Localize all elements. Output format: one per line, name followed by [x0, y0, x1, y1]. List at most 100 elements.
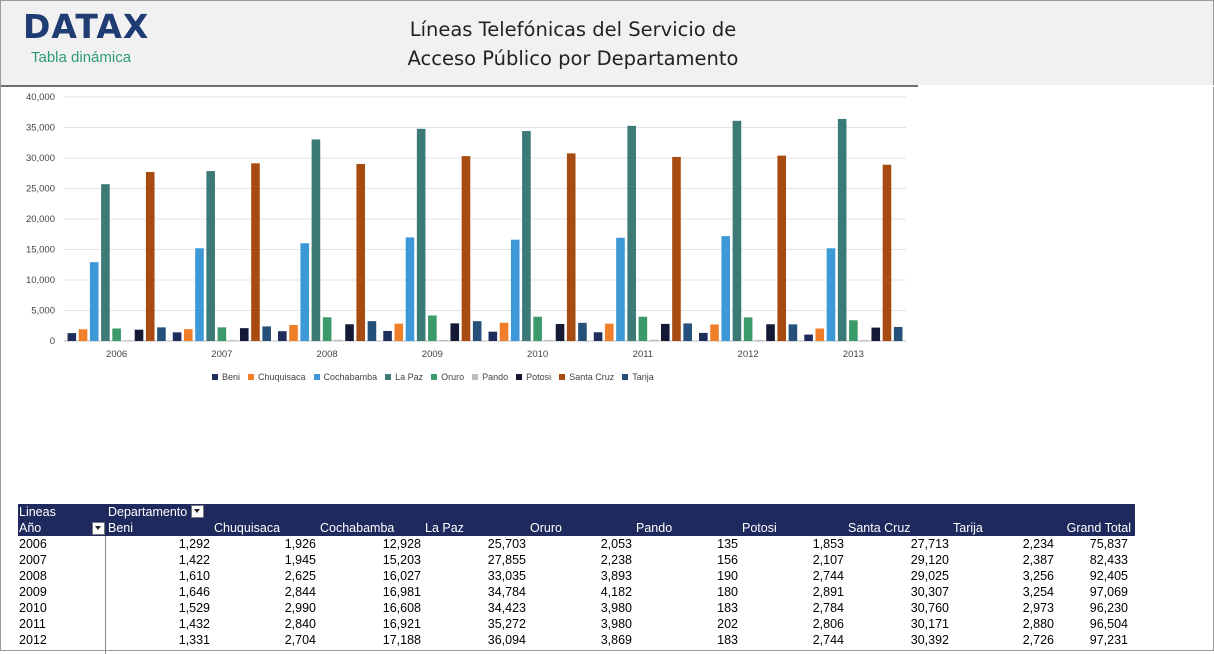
bar-oruro-2007 [217, 327, 227, 341]
pivot-cell: 34,423 [487, 601, 526, 615]
pivot-row: 2011 1,432 2,840 16,921 35,272 3,980 202 2,806 3… [18, 616, 1135, 632]
bar-tarija-2011 [683, 323, 692, 341]
bar-beni-2010 [488, 331, 498, 341]
pivot-cell: 16,027 [382, 569, 421, 583]
pivot-cell: 2,107 [812, 553, 844, 567]
pivot-row-field-label: Año [19, 521, 42, 535]
chart-legend: Beni Chuquisaca Cochabamba La Paz Oruro Pando… [212, 370, 654, 384]
pivot-cell: 16,981 [382, 585, 421, 599]
pivot-cell: 156 [717, 553, 738, 567]
pivot-cell: 16,608 [382, 601, 421, 615]
bar-oruro-2009 [428, 315, 437, 341]
pivot-column-field-label: Departamento [108, 505, 188, 519]
pivot-cell: 1,945 [284, 553, 316, 567]
pivot-column-header: Pando [636, 521, 673, 535]
page-title: Líneas Telefónicas del Servicio de Acces… [331, 15, 815, 73]
y-tick-label: 35,000 [26, 123, 55, 134]
bar-tarija-2007 [262, 326, 271, 341]
pivot-header-row-2: Año Beni Chuquisaca Cochabamba La Paz Oruro P… [18, 520, 1135, 536]
bar-santa-cruz-2010 [566, 153, 576, 341]
bar-chart: 0 5,000 10,000 15,000 20,000 25,000 30,000 35,0… [26, 92, 906, 360]
legend-item: Potosi [516, 372, 551, 382]
page-title-line-1: Líneas Telefónicas del Servicio de [409, 18, 737, 41]
pivot-cell: 2,053 [600, 537, 632, 551]
bar-la-paz-2008 [311, 139, 321, 341]
bar-santa-cruz-2012 [777, 155, 787, 341]
column-filter-dropdown-icon[interactable] [191, 505, 205, 519]
pivot-row: 2006 1,292 1,926 12,928 25,703 2,053 135 1,853 2… [18, 536, 1135, 552]
bar-la-paz-2009 [416, 128, 426, 341]
pivot-cell: 2,784 [812, 601, 844, 615]
header-bar: DATAX Tabla dinámica Líneas Telefónicas … [1, 1, 1213, 87]
legend-swatch [248, 374, 255, 380]
y-tick-label: 20,000 [26, 214, 55, 225]
legend-item: Santa Cruz [559, 372, 614, 382]
legend-item: Oruro [431, 372, 464, 382]
year-column-divider [105, 536, 106, 654]
pivot-corner-label: Lineas [19, 505, 56, 519]
y-tick-label: 10,000 [26, 275, 55, 286]
bar-cochabamba-2009 [405, 237, 415, 341]
pivot-cell: 2,625 [284, 569, 316, 583]
legend-swatch [472, 374, 479, 380]
bar-la-paz-2007 [206, 171, 215, 341]
y-tick-label: 25,000 [26, 184, 55, 195]
pivot-cell: 97,069 [1089, 585, 1128, 599]
header-divider-gap [918, 85, 1214, 87]
bar-oruro-2008 [322, 317, 332, 341]
pivot-column-header: Grand Total [1066, 521, 1131, 535]
bar-cochabamba-2008 [300, 243, 310, 341]
bar-pando-2008 [334, 339, 343, 341]
bar-la-paz-2006 [101, 184, 110, 341]
pivot-row-year: 2009 [19, 585, 47, 599]
pivot-row-year: 2010 [19, 601, 47, 615]
pivot-cell: 3,980 [600, 601, 632, 615]
bar-potosi-2012 [766, 324, 775, 341]
pivot-cell: 2,840 [284, 617, 316, 631]
bar-chuquisaca-2007 [183, 329, 193, 341]
bar-la-paz-2012 [732, 120, 742, 341]
pivot-cell: 3,869 [600, 633, 632, 647]
legend-swatch [431, 374, 438, 380]
bar-tarija-2008 [367, 321, 377, 341]
legend-item: Pando [472, 372, 508, 382]
bar-pando-2007 [228, 340, 238, 341]
pivot-cell: 3,254 [1022, 585, 1054, 599]
bar-oruro-2013 [849, 320, 858, 341]
pivot-cell: 1,331 [178, 633, 210, 647]
legend-swatch [516, 374, 523, 380]
bar-beni-2006 [67, 333, 77, 341]
pivot-cell: 30,392 [910, 633, 949, 647]
legend-swatch [385, 374, 392, 380]
pivot-cell: 2,744 [812, 569, 844, 583]
pivot-cell: 1,432 [178, 617, 210, 631]
pivot-cell: 34,784 [487, 585, 526, 599]
pivot-cell: 16,921 [382, 617, 421, 631]
pivot-cell: 183 [717, 633, 738, 647]
pivot-cell: 183 [717, 601, 738, 615]
pivot-cell: 96,504 [1089, 617, 1128, 631]
bar-chuquisaca-2013 [815, 328, 825, 341]
bar-la-paz-2011 [627, 125, 636, 341]
bar-oruro-2012 [743, 317, 753, 341]
pivot-cell: 75,837 [1089, 537, 1128, 551]
pivot-row-year: 2006 [19, 537, 47, 551]
pivot-table: Lineas Departamento Año Beni Chuquisaca Co… [18, 504, 1135, 654]
pivot-column-header: Oruro [530, 521, 562, 535]
bar-pando-2012 [755, 339, 764, 341]
pivot-cell: 1,422 [178, 553, 210, 567]
bar-beni-2013 [804, 334, 813, 341]
bar-potosi-2008 [345, 324, 354, 341]
bar-pando-2013 [860, 340, 869, 341]
y-tick-label: 0 [50, 336, 55, 347]
y-tick-label: 5,000 [31, 306, 55, 317]
legend-label: Potosi [526, 372, 552, 382]
legend-label: Tarija [632, 372, 654, 382]
pivot-cell: 97,231 [1089, 633, 1128, 647]
pivot-cell: 2,387 [1022, 553, 1054, 567]
bar-santa-cruz-2006 [145, 171, 155, 341]
bar-santa-cruz-2007 [251, 163, 260, 341]
bar-beni-2009 [383, 330, 392, 341]
row-filter-dropdown-icon[interactable] [92, 522, 105, 535]
pivot-cell: 36,094 [487, 633, 526, 647]
